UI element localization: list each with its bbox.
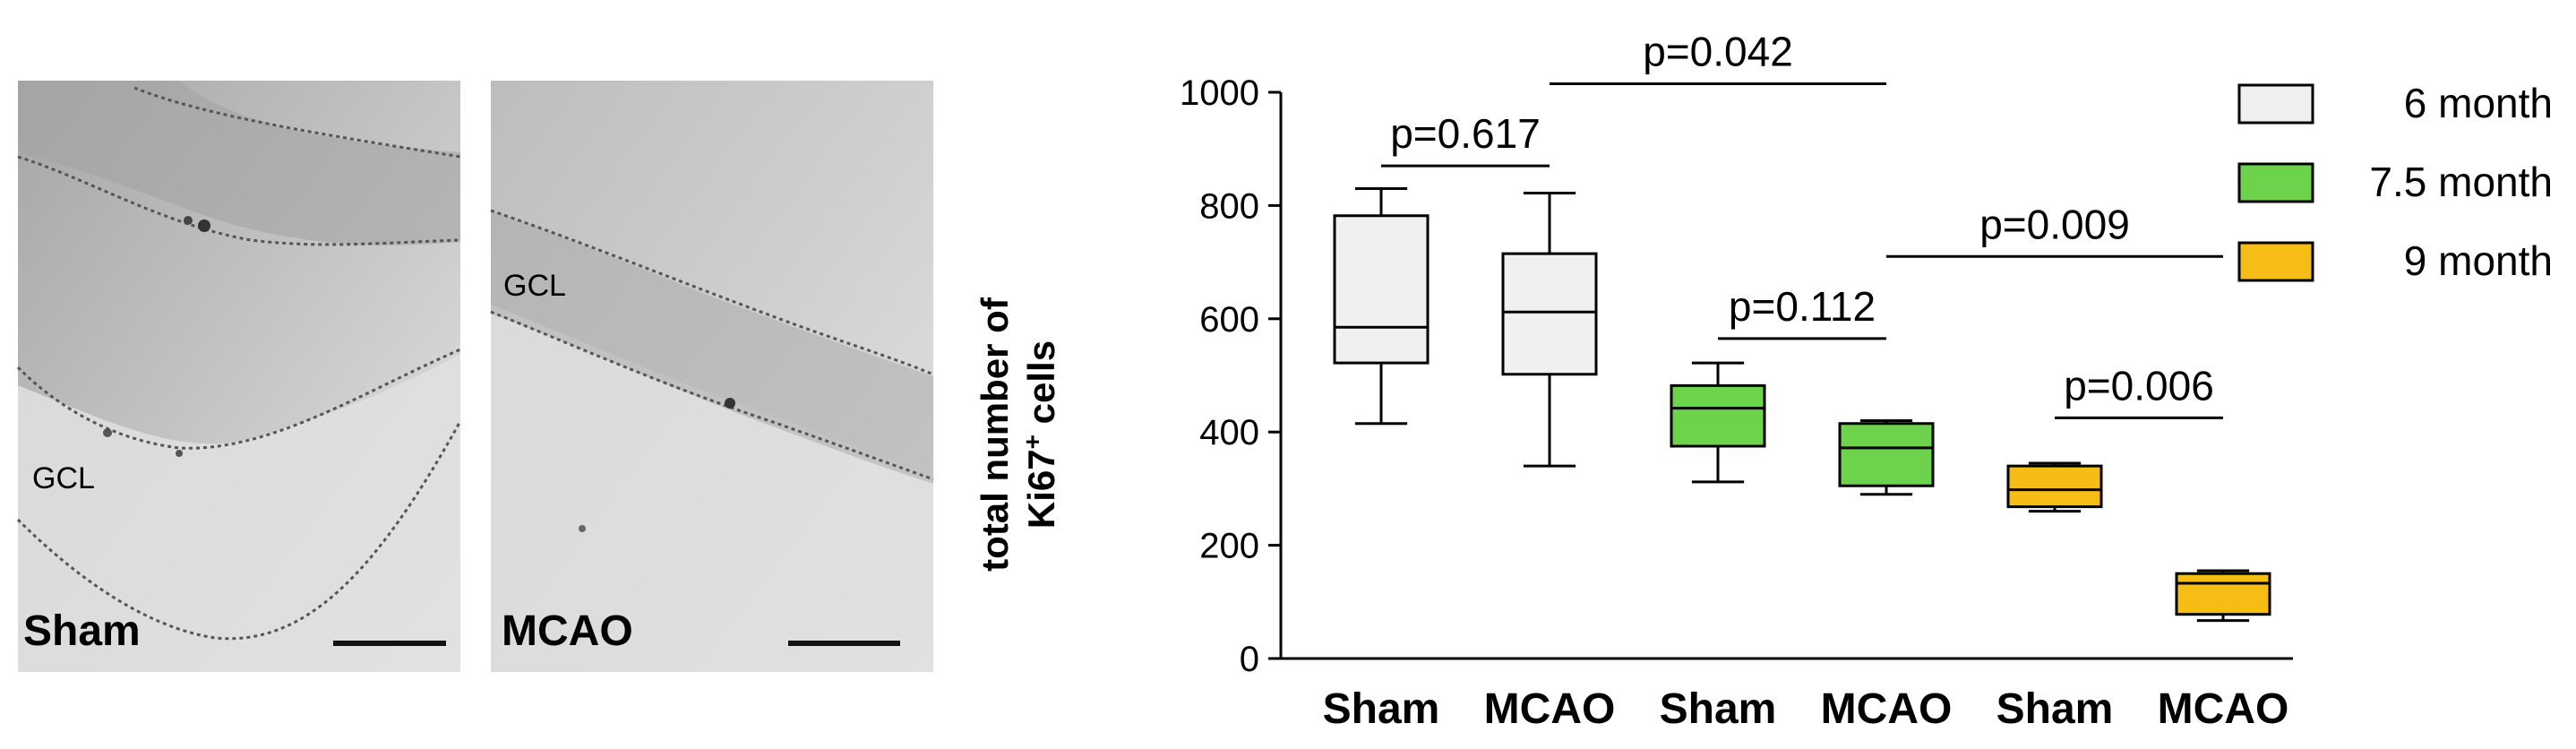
box-iqr	[2006, 464, 2103, 509]
significance-annotations: p=0.617 p=0.042 p=0.112 p=0.009 p=0.006	[1381, 29, 2223, 419]
p-value-label: p=0.009	[1979, 201, 2130, 247]
box-mcao-7-5-month	[1838, 419, 1935, 496]
y-tick-label: 200	[1199, 527, 1259, 566]
box-sham-9-month	[2006, 461, 2103, 513]
x-tick-label: MCAO	[1484, 685, 1616, 733]
x-tick-label: Sham	[1996, 685, 2114, 733]
y-axis-label-superscript: +	[1018, 435, 1046, 449]
micrograph-sham-dark-band	[18, 81, 460, 245]
box-plot: total number of Ki67+ cells 0 200 400 600 80…	[974, 29, 2553, 733]
y-axis-label-tail: cells	[1020, 340, 1062, 435]
box-iqr	[1501, 252, 1598, 376]
legend-entry: 9 month	[2237, 237, 2553, 284]
cell-dot	[725, 398, 735, 409]
y-tick-label: 0	[1240, 640, 1259, 679]
legend-swatch	[2237, 83, 2314, 125]
x-tick-label: MCAO	[2158, 685, 2289, 733]
boundary-line-5	[490, 209, 934, 376]
legend-label: 7.5 month	[2369, 159, 2553, 205]
legend-swatch	[2237, 241, 2314, 282]
box-iqr	[2175, 572, 2271, 616]
gcl-label: GCL	[32, 461, 95, 495]
cell-dot	[579, 525, 586, 532]
box-mcao-9-month	[2175, 569, 2271, 623]
chart-boxes	[1333, 186, 2271, 623]
p-value-annotation: p=0.617	[1381, 110, 1550, 168]
p-value-annotation: p=0.006	[2055, 362, 2223, 419]
y-axis-label-line2: Ki67+ cells	[1018, 340, 1063, 529]
p-value-annotation: p=0.042	[1550, 29, 1886, 86]
cell-dot	[103, 428, 112, 437]
p-value-annotation: p=0.112	[1718, 283, 1886, 340]
p-value-label: p=0.617	[1390, 110, 1541, 157]
legend: 6 month 7.5 month 9 month	[2237, 80, 2553, 284]
cell-dot	[176, 450, 183, 457]
box-mcao-6-month	[1501, 191, 1598, 468]
micrograph-sham: GCL Sham	[16, 81, 462, 672]
box-iqr	[1838, 422, 1935, 487]
y-tick-label: 600	[1199, 300, 1259, 340]
cell-dot	[198, 220, 210, 232]
box-iqr	[1670, 383, 1766, 448]
chart-axes: 0 200 400 600 800 1000 Sham MCAO Sham MCAO Sham MCA…	[1180, 73, 2293, 733]
box-sham-6-month	[1333, 186, 1430, 426]
micrograph-mcao: GCL MCAO	[490, 81, 934, 672]
boundary-line-6	[490, 310, 934, 481]
y-tick-label: 1000	[1180, 73, 1259, 113]
y-tick-label: 800	[1199, 186, 1259, 226]
legend-entry: 6 month	[2237, 80, 2553, 126]
p-value-label: p=0.112	[1729, 283, 1876, 330]
y-tick-label: 400	[1199, 413, 1259, 452]
legend-swatch	[2237, 162, 2314, 203]
boundary-line-4	[16, 420, 462, 641]
p-value-annotation: p=0.009	[1886, 201, 2223, 258]
cell-dot	[184, 216, 193, 225]
gcl-label: GCL	[503, 269, 566, 303]
p-value-label: p=0.042	[1643, 29, 1793, 75]
legend-label: 9 month	[2404, 237, 2553, 284]
micrograph-mcao-dark-band	[491, 211, 933, 484]
box-iqr	[1333, 214, 1430, 365]
legend-label: 6 month	[2404, 80, 2553, 126]
x-tick-label: MCAO	[1821, 685, 1953, 733]
panel-label-sham: Sham	[23, 607, 141, 655]
boundary-line-3	[16, 348, 461, 450]
x-tick-label: Sham	[1323, 685, 1440, 733]
panel-label-mcao: MCAO	[502, 607, 633, 655]
x-tick-label: Sham	[1660, 685, 1777, 733]
p-value-label: p=0.006	[2064, 362, 2214, 409]
micrograph-mcao-light-region	[491, 305, 933, 672]
y-axis-label-main: Ki67	[1020, 449, 1062, 529]
micrograph-sham-light-region	[18, 354, 460, 672]
y-axis-label-line1: total number of	[974, 297, 1016, 572]
box-sham-7-5-month	[1670, 361, 1766, 484]
legend-entry: 7.5 month	[2237, 159, 2553, 205]
